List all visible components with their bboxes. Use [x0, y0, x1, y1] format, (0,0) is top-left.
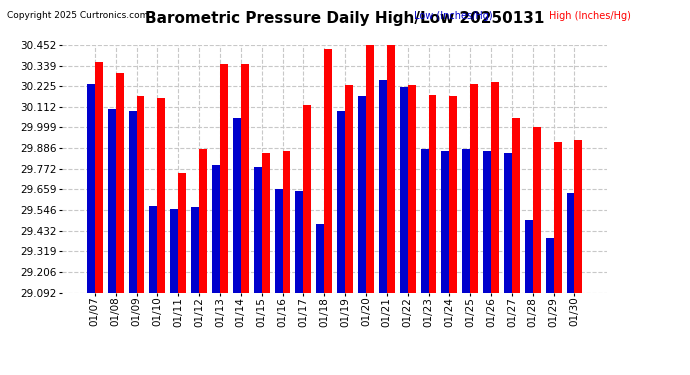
- Bar: [400, 87, 408, 292]
- Bar: [316, 224, 324, 292]
- Bar: [150, 206, 157, 292]
- Bar: [233, 118, 241, 292]
- Bar: [254, 167, 262, 292]
- Bar: [345, 86, 353, 292]
- Bar: [470, 84, 478, 292]
- Bar: [525, 220, 533, 292]
- Bar: [566, 193, 575, 292]
- Bar: [575, 140, 582, 292]
- Bar: [191, 207, 199, 292]
- Bar: [553, 142, 562, 292]
- Bar: [533, 127, 541, 292]
- Bar: [295, 191, 304, 292]
- Text: Barometric Pressure Daily High/Low 20250131: Barometric Pressure Daily High/Low 20250…: [146, 11, 544, 26]
- Bar: [337, 111, 345, 292]
- Bar: [241, 64, 248, 292]
- Bar: [358, 96, 366, 292]
- Bar: [428, 94, 437, 292]
- Bar: [128, 111, 137, 292]
- Bar: [408, 86, 415, 292]
- Bar: [304, 105, 311, 292]
- Bar: [379, 80, 387, 292]
- Bar: [366, 45, 374, 292]
- Bar: [324, 49, 332, 292]
- Bar: [546, 238, 553, 292]
- Bar: [178, 173, 186, 292]
- Bar: [282, 151, 290, 292]
- Bar: [421, 149, 428, 292]
- Text: High (Inches/Hg): High (Inches/Hg): [549, 11, 631, 21]
- Bar: [449, 96, 457, 292]
- Bar: [87, 84, 95, 292]
- Bar: [483, 151, 491, 292]
- Bar: [512, 118, 520, 292]
- Bar: [95, 62, 103, 292]
- Text: Copyright 2025 Curtronics.com: Copyright 2025 Curtronics.com: [7, 11, 148, 20]
- Bar: [442, 151, 449, 292]
- Text: Low (Inches/Hg): Low (Inches/Hg): [414, 11, 493, 21]
- Bar: [199, 149, 207, 292]
- Bar: [462, 149, 470, 292]
- Bar: [491, 82, 499, 292]
- Bar: [157, 98, 166, 292]
- Bar: [275, 189, 282, 292]
- Bar: [387, 45, 395, 292]
- Bar: [212, 165, 220, 292]
- Bar: [220, 64, 228, 292]
- Bar: [262, 153, 270, 292]
- Bar: [116, 73, 124, 292]
- Bar: [108, 109, 116, 292]
- Bar: [504, 153, 512, 292]
- Bar: [137, 96, 144, 292]
- Bar: [170, 209, 178, 292]
